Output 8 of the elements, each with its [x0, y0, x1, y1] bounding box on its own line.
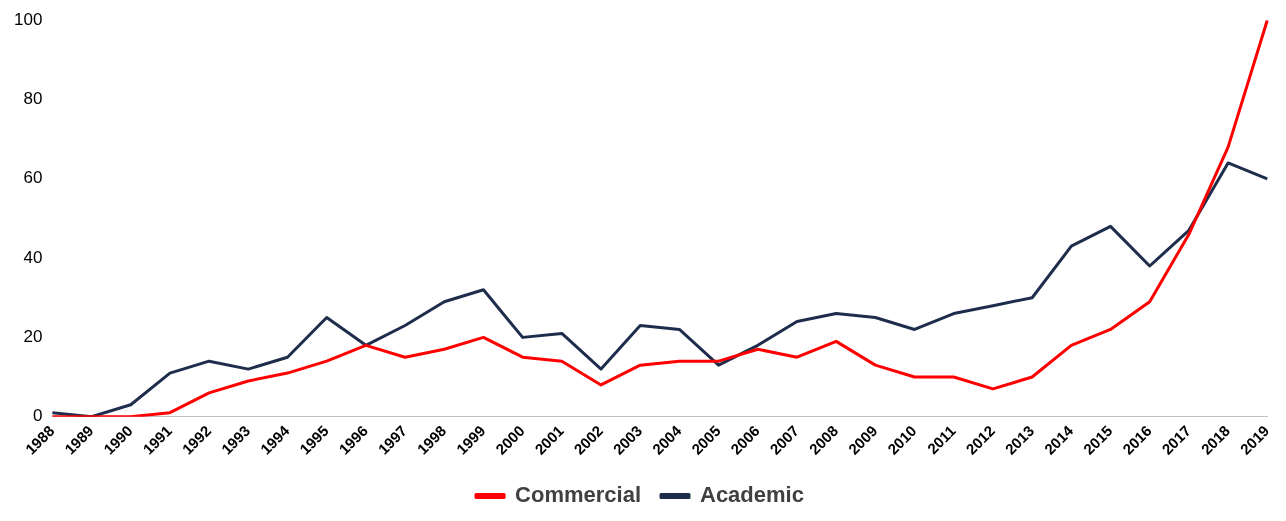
legend-label: Academic: [700, 482, 804, 508]
legend-label: Commercial: [515, 482, 642, 508]
y-tick-label: 20: [23, 327, 43, 347]
y-tick-label: 100: [13, 9, 43, 29]
y-tick-label: 0: [32, 406, 43, 426]
y-tick-label: 80: [23, 89, 43, 109]
y-tick-label: 60: [23, 168, 43, 188]
y-tick-label: 40: [23, 247, 43, 267]
